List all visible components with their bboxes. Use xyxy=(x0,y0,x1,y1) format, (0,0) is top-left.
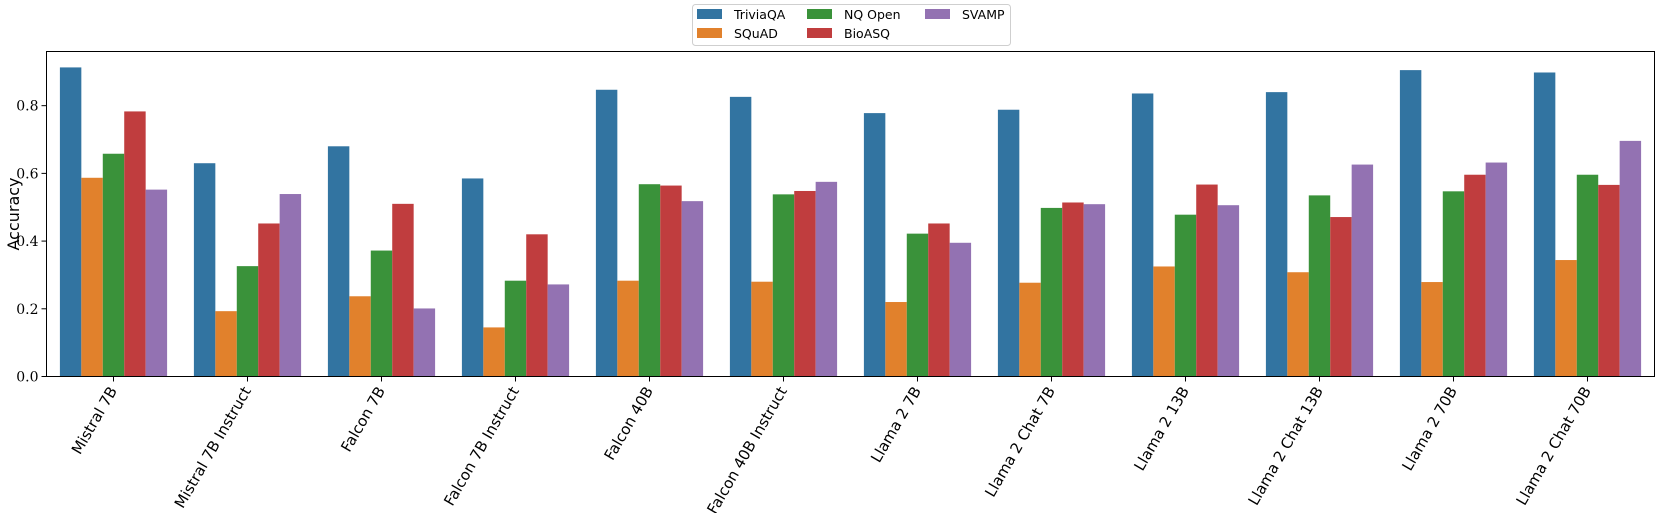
bar-svamp-falcon-40b-instruct xyxy=(815,181,838,377)
x-tick-label-falcon-40b-instruct: Falcon 40B Instruct xyxy=(703,383,791,513)
bar-triviaqa-mistral-7b xyxy=(59,67,82,377)
bar-bioasq-llama-2-chat-7b xyxy=(1062,202,1084,377)
y-axis-label: Accuracy xyxy=(4,177,23,250)
bar-svamp-falcon-7b xyxy=(413,308,436,377)
bar-triviaqa-falcon-40b-instruct xyxy=(729,96,752,377)
y-tick-label: 0.0 xyxy=(16,370,38,386)
x-tick-label-mistral-7b: Mistral 7B xyxy=(68,384,121,458)
bar-triviaqa-llama-2-70b xyxy=(1399,70,1422,377)
bar-squad-llama-2-chat-7b xyxy=(1019,282,1041,377)
bar-svamp-mistral-7b-instruct xyxy=(279,194,302,377)
legend-label-nq-open: NQ Open xyxy=(844,7,901,22)
legend-swatch-bioasq xyxy=(807,28,832,38)
bar-nq-open-llama-2-7b xyxy=(906,233,929,377)
bar-triviaqa-llama-2-chat-7b xyxy=(997,109,1020,377)
bar-svamp-falcon-7b-instruct xyxy=(547,284,570,377)
bar-triviaqa-falcon-7b xyxy=(327,146,350,377)
legend: TriviaQA SQuAD NQ Open BioASQ SVAMP xyxy=(692,4,1011,46)
legend-label-triviaqa: TriviaQA xyxy=(733,7,786,22)
bar-bioasq-mistral-7b-instruct xyxy=(258,223,280,377)
x-tick-label-llama-2-chat-70b: Llama 2 Chat 70B xyxy=(1512,384,1594,509)
bar-squad-falcon-40b xyxy=(617,280,639,377)
bar-squad-mistral-7b xyxy=(81,177,103,377)
plot-frame xyxy=(46,51,1655,377)
x-axis: Mistral 7B Mistral 7B Instruct Falcon 7B Fa… xyxy=(68,376,1595,513)
x-tick-label-falcon-7b-instruct: Falcon 7B Instruct xyxy=(440,383,523,508)
bar-svamp-falcon-40b xyxy=(681,201,704,377)
bar-bioasq-falcon-40b-instruct xyxy=(794,190,816,377)
bar-squad-llama-2-chat-70b xyxy=(1555,260,1577,377)
bar-nq-open-falcon-7b xyxy=(370,250,393,377)
bar-squad-falcon-40b-instruct xyxy=(751,281,773,377)
y-tick-label: 0.6 xyxy=(16,166,38,182)
bar-squad-falcon-7b-instruct xyxy=(483,327,505,377)
bar-svamp-llama-2-7b xyxy=(949,242,972,377)
x-tick-label-falcon-40b: Falcon 40B xyxy=(601,384,657,464)
x-tick-label-falcon-7b: Falcon 7B xyxy=(337,384,389,455)
legend-swatch-svamp xyxy=(925,9,950,19)
x-tick-label-llama-2-chat-13b: Llama 2 Chat 13B xyxy=(1244,384,1326,509)
x-tick-label-llama-2-13b: Llama 2 13B xyxy=(1130,384,1193,474)
bars-layer xyxy=(59,67,1642,377)
bar-svamp-llama-2-chat-70b xyxy=(1619,140,1642,377)
bar-nq-open-falcon-40b xyxy=(638,184,661,377)
x-tick-label-llama-2-70b: Llama 2 70B xyxy=(1398,384,1461,474)
legend-swatch-squad xyxy=(697,28,722,38)
bar-triviaqa-llama-2-7b xyxy=(863,113,886,377)
bar-bioasq-llama-2-chat-70b xyxy=(1598,184,1620,377)
bar-triviaqa-llama-2-chat-70b xyxy=(1533,72,1556,377)
bar-svamp-llama-2-chat-7b xyxy=(1083,204,1106,377)
bar-nq-open-llama-2-chat-7b xyxy=(1040,207,1063,377)
bar-squad-llama-2-chat-13b xyxy=(1287,272,1309,377)
x-tick-label-llama-2-7b: Llama 2 7B xyxy=(867,384,925,466)
bar-bioasq-llama-2-13b xyxy=(1196,184,1218,377)
x-tick-label-mistral-7b-instruct: Mistral 7B Instruct xyxy=(171,383,255,511)
bar-squad-llama-2-70b xyxy=(1421,282,1443,377)
bar-nq-open-llama-2-13b xyxy=(1174,214,1197,377)
legend-swatch-nq-open xyxy=(807,9,832,19)
y-axis: 0.0 0.2 0.4 0.6 0.8 xyxy=(16,99,47,386)
bar-squad-llama-2-7b xyxy=(885,302,907,377)
bar-squad-mistral-7b-instruct xyxy=(215,311,237,377)
bar-triviaqa-falcon-40b xyxy=(595,89,618,377)
legend-label-svamp: SVAMP xyxy=(962,7,1005,22)
bar-squad-llama-2-13b xyxy=(1153,266,1175,377)
bar-triviaqa-mistral-7b-instruct xyxy=(193,163,216,377)
bar-svamp-llama-2-chat-13b xyxy=(1351,164,1374,377)
bar-nq-open-mistral-7b-instruct xyxy=(236,266,259,377)
bar-nq-open-llama-2-chat-13b xyxy=(1308,195,1331,377)
bar-bioasq-llama-2-70b xyxy=(1464,174,1486,377)
bar-triviaqa-falcon-7b-instruct xyxy=(461,178,484,377)
legend-swatch-triviaqa xyxy=(697,9,722,19)
bar-squad-falcon-7b xyxy=(349,296,371,377)
bar-svamp-llama-2-13b xyxy=(1217,205,1240,377)
bar-bioasq-falcon-7b-instruct xyxy=(526,234,548,377)
bar-nq-open-llama-2-chat-70b xyxy=(1576,174,1599,377)
bar-triviaqa-llama-2-13b xyxy=(1131,93,1154,377)
bar-nq-open-falcon-7b-instruct xyxy=(504,280,527,377)
bar-bioasq-falcon-40b xyxy=(660,185,682,377)
bar-triviaqa-llama-2-chat-13b xyxy=(1265,92,1288,377)
bar-bioasq-llama-2-7b xyxy=(928,223,950,377)
bar-nq-open-falcon-40b-instruct xyxy=(772,194,795,377)
bar-nq-open-mistral-7b xyxy=(102,153,125,377)
legend-label-squad: SQuAD xyxy=(734,26,778,41)
bar-nq-open-llama-2-70b xyxy=(1442,191,1465,377)
y-tick-label: 0.4 xyxy=(16,234,38,250)
bar-bioasq-falcon-7b xyxy=(392,203,414,377)
bar-svamp-mistral-7b xyxy=(145,189,168,377)
y-tick-label: 0.8 xyxy=(16,99,38,115)
legend-label-bioasq: BioASQ xyxy=(844,26,890,41)
bar-bioasq-mistral-7b xyxy=(124,111,146,377)
y-tick-label: 0.2 xyxy=(16,302,38,318)
x-tick-label-llama-2-chat-7b: Llama 2 Chat 7B xyxy=(981,384,1059,501)
bar-bioasq-llama-2-chat-13b xyxy=(1330,217,1352,377)
bar-svamp-llama-2-70b xyxy=(1485,162,1508,377)
